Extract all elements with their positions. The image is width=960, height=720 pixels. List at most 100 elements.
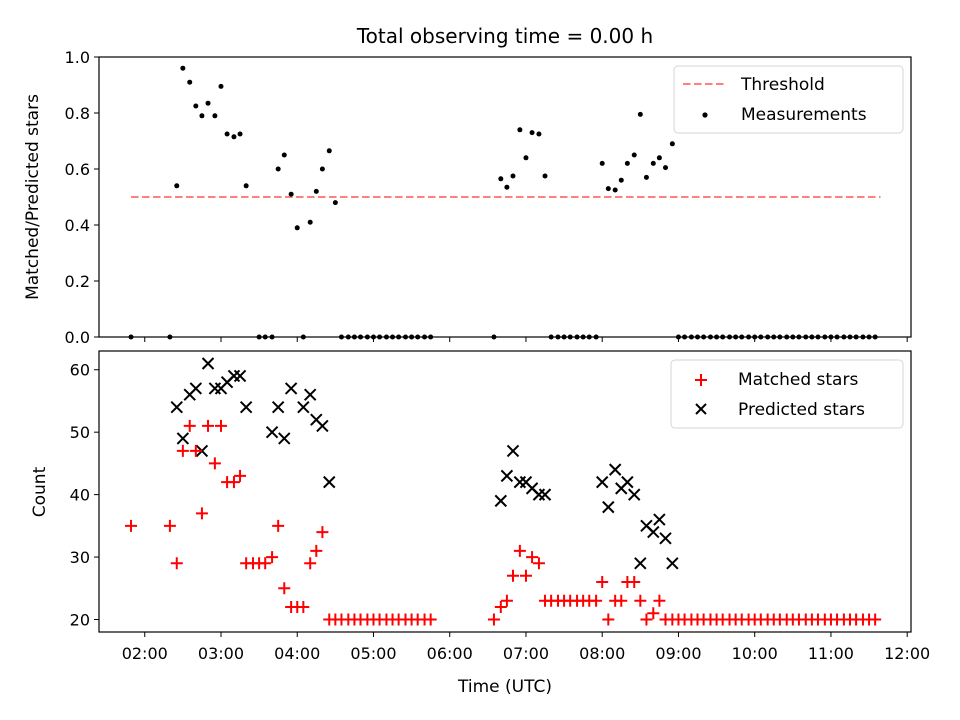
predicted-point bbox=[316, 419, 329, 433]
measurement-point bbox=[612, 187, 618, 193]
measurement-point bbox=[599, 160, 605, 166]
measurement-point bbox=[174, 183, 180, 189]
measurement-point bbox=[218, 83, 224, 89]
plot-frame-count bbox=[98, 350, 912, 633]
predicted-point bbox=[176, 432, 190, 445]
matched-point bbox=[634, 594, 647, 607]
ratio-ylabel: Matched/Predicted stars bbox=[23, 94, 43, 300]
matched-point bbox=[494, 601, 507, 614]
count-xtick-label: 06:00 bbox=[427, 644, 473, 663]
measurement-point bbox=[319, 166, 325, 172]
matched-point bbox=[227, 476, 240, 489]
measurement-point bbox=[656, 155, 662, 161]
matched-point bbox=[653, 594, 666, 607]
count-xtick-label: 09:00 bbox=[655, 644, 701, 663]
measurement-point bbox=[275, 166, 281, 172]
predicted-point bbox=[239, 400, 253, 414]
measurement-point bbox=[631, 152, 637, 158]
predicted-point bbox=[494, 494, 508, 508]
legend-predicted-label: Predicted stars bbox=[738, 400, 865, 420]
matched-point bbox=[590, 594, 603, 607]
predicted-point bbox=[653, 513, 666, 526]
predicted-point bbox=[647, 525, 660, 539]
matched-point bbox=[163, 519, 176, 532]
ratio-ytick-label: 0.6 bbox=[65, 160, 90, 179]
measurement-point bbox=[529, 130, 535, 136]
matched-point bbox=[615, 594, 628, 607]
measurement-point bbox=[205, 100, 211, 106]
predicted-point bbox=[170, 400, 183, 414]
matched-point bbox=[310, 544, 323, 557]
matched-point bbox=[259, 557, 272, 570]
legend-threshold-label: Threshold bbox=[740, 75, 825, 95]
ratio-ytick-label: 0.2 bbox=[65, 272, 90, 291]
measurement-point bbox=[669, 141, 675, 147]
legend-measurements-label: Measurements bbox=[741, 105, 867, 125]
matched-point bbox=[304, 557, 317, 570]
count-xtick-label: 07:00 bbox=[503, 644, 549, 663]
measurement-point bbox=[650, 160, 656, 166]
matched-point bbox=[170, 557, 183, 570]
count-legend: Matched stars Predicted stars bbox=[670, 359, 904, 429]
count-xtick-label: 04:00 bbox=[274, 644, 320, 663]
predicted-point bbox=[666, 557, 679, 570]
count-xtick-label: 12:00 bbox=[884, 644, 930, 663]
predicted-point bbox=[323, 475, 336, 489]
matched-point bbox=[214, 419, 227, 432]
panel-count: 20 30 40 50 60 02:00 03:00 04:00 05:00 06:00 07:00… bbox=[30, 350, 930, 697]
measurement-point bbox=[326, 148, 332, 154]
count-marks bbox=[125, 357, 882, 626]
predicted-point bbox=[621, 475, 634, 489]
predicted-point bbox=[265, 425, 279, 439]
ratio-legend-box bbox=[673, 65, 904, 134]
ratio-ytick-label: 0.8 bbox=[65, 104, 90, 123]
matched-point bbox=[424, 613, 437, 626]
matched-point bbox=[519, 569, 532, 582]
measurement-point bbox=[281, 152, 287, 158]
matched-point bbox=[513, 544, 526, 557]
measurement-point bbox=[517, 127, 523, 133]
predicted-point bbox=[284, 382, 298, 395]
matched-point bbox=[532, 557, 545, 570]
measurement-point bbox=[243, 183, 249, 189]
matched-point bbox=[266, 551, 279, 564]
predicted-point bbox=[201, 357, 215, 370]
measurement-point bbox=[237, 131, 243, 137]
predicted-point bbox=[628, 488, 641, 501]
predicted-point bbox=[303, 388, 317, 401]
plot-frame-ratio bbox=[98, 56, 912, 338]
count-ytick-label: 20 bbox=[70, 611, 90, 630]
count-ytick-label: 40 bbox=[70, 486, 90, 505]
measurement-point bbox=[643, 174, 649, 180]
matched-point bbox=[869, 613, 882, 626]
matched-point bbox=[195, 507, 208, 520]
ratio-ytick-label: 0.0 bbox=[65, 328, 90, 347]
matched-point bbox=[596, 576, 609, 589]
figure-title: Total observing time = 0.00 h bbox=[356, 24, 653, 48]
measurement-point bbox=[187, 79, 193, 85]
predicted-point bbox=[608, 463, 622, 476]
matched-point bbox=[640, 613, 653, 626]
matched-point bbox=[500, 594, 513, 607]
count-xtick-label: 11:00 bbox=[808, 644, 854, 663]
measurement-point bbox=[180, 65, 186, 71]
legend-matched-swatch bbox=[695, 374, 707, 386]
predicted-point bbox=[233, 369, 247, 383]
matched-point bbox=[487, 613, 500, 626]
matched-point bbox=[297, 601, 310, 614]
ratio-axes: 0.0 0.2 0.4 0.6 0.8 1.0 bbox=[65, 48, 908, 347]
measurement-point bbox=[504, 184, 510, 190]
count-xtick-label: 10:00 bbox=[732, 644, 778, 663]
predicted-point bbox=[602, 500, 615, 514]
predicted-point bbox=[189, 382, 203, 395]
count-ylabel: Count bbox=[30, 466, 50, 517]
matched-point bbox=[189, 444, 202, 457]
measurement-point bbox=[536, 131, 542, 137]
predicted-point bbox=[500, 469, 514, 483]
count-xtick-label: 05:00 bbox=[350, 644, 396, 663]
matched-point bbox=[507, 569, 520, 582]
matched-point bbox=[176, 444, 189, 457]
measurement-point bbox=[662, 165, 668, 171]
matched-point bbox=[526, 551, 539, 564]
